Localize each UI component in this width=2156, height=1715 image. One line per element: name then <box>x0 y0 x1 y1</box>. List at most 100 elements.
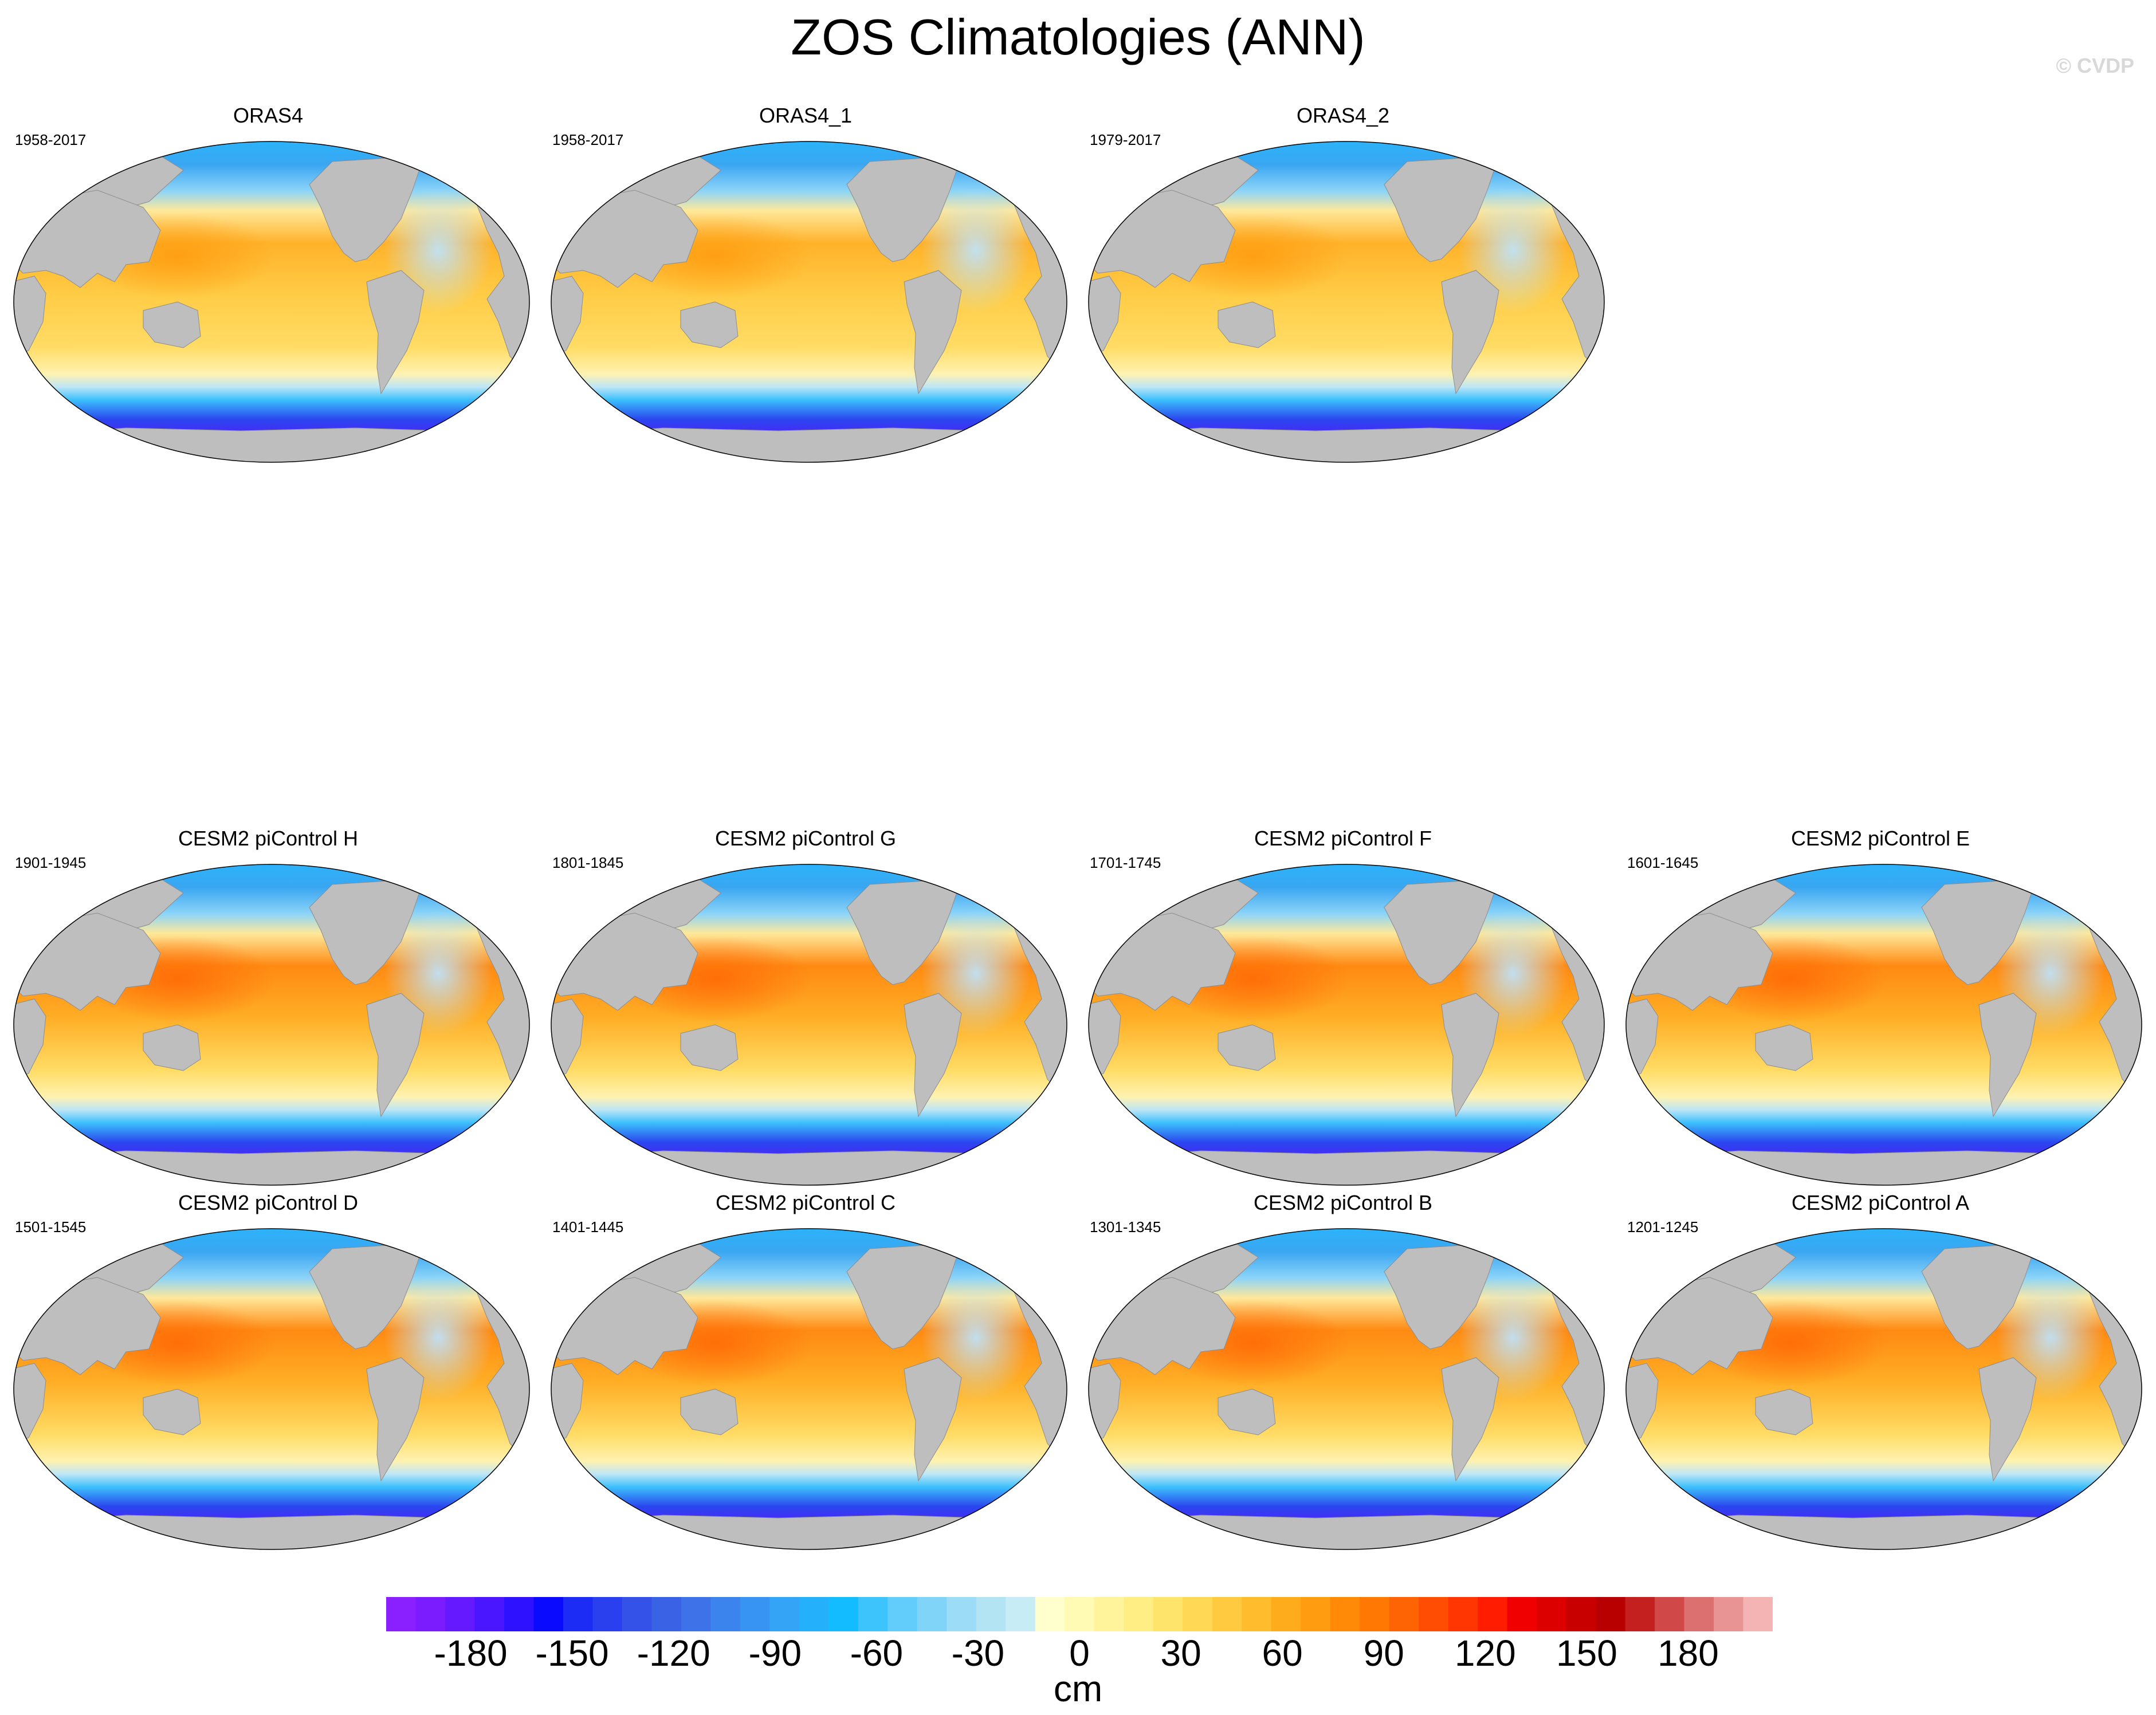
panel-title: CESM2 piControl F <box>1254 827 1432 850</box>
figure-title: ZOS Climatologies (ANN) <box>791 9 1365 65</box>
colorbar-box <box>1065 1597 1095 1631</box>
map-panel: CESM2 piControl C 1401-1445 <box>542 1190 1069 1557</box>
land-australia <box>1218 1388 1276 1435</box>
colorbar-box <box>947 1597 977 1631</box>
colorbar-box <box>1625 1597 1655 1631</box>
colorbar <box>386 1597 1773 1631</box>
colorbar-tick-label: 0 <box>1069 1633 1090 1674</box>
colorbar-tick-label: -180 <box>434 1633 508 1674</box>
world-map <box>1625 1228 2142 1550</box>
colorbar-box <box>563 1597 593 1631</box>
world-map <box>551 1228 1067 1550</box>
colorbar-box <box>386 1597 416 1631</box>
map-outline <box>551 1228 1067 1550</box>
panel-title: CESM2 piControl A <box>1791 1191 1970 1214</box>
colorbar-box <box>1006 1597 1036 1631</box>
colorbar-box <box>1124 1597 1154 1631</box>
colorbar-box <box>1242 1597 1272 1631</box>
world-map <box>551 141 1067 463</box>
land-north-america <box>846 155 962 262</box>
colorbar-box <box>1419 1597 1449 1631</box>
map-outline <box>1088 141 1605 463</box>
land-south-america <box>904 1357 962 1482</box>
map-panel: CESM2 piControl A 1201-1245 <box>1617 1190 2144 1557</box>
world-map <box>1088 141 1605 463</box>
map-panel: CESM2 piControl E 1601-1645 <box>1617 826 2144 1193</box>
land-antarctica <box>1626 1150 2142 1185</box>
land-australia <box>143 301 201 348</box>
land-antarctica <box>1089 427 1604 462</box>
panel-title: CESM2 piControl G <box>714 827 897 850</box>
world-map <box>1088 1228 1605 1550</box>
colorbar-box <box>1212 1597 1242 1631</box>
panel-title: CESM2 piControl E <box>1790 827 1970 850</box>
panel-title: CESM2 piControl B <box>1253 1191 1433 1214</box>
land-antarctica <box>551 1150 1067 1185</box>
colorbar-box <box>1301 1597 1331 1631</box>
colorbar-box <box>1271 1597 1301 1631</box>
map-panel: CESM2 piControl B 1301-1345 <box>1079 1190 1607 1557</box>
colorbar-tick-label: -60 <box>850 1633 904 1674</box>
colorbar-box <box>1596 1597 1626 1631</box>
colorbar-box <box>828 1597 859 1631</box>
world-map <box>1088 864 1605 1186</box>
land-antarctica <box>551 1515 1067 1549</box>
land-antarctica <box>14 1150 529 1185</box>
land-antarctica <box>14 1515 529 1549</box>
land-south-america <box>1441 270 1499 395</box>
panel-title: CESM2 piControl H <box>178 827 359 850</box>
map-outline <box>13 864 530 1186</box>
map-outline <box>13 1228 530 1550</box>
panel-year-range: 1901-1945 <box>15 854 87 871</box>
map-outline <box>13 141 530 463</box>
land-antarctica <box>1626 1515 2142 1549</box>
colorbar-box <box>1183 1597 1213 1631</box>
land-south-america <box>1441 993 1499 1118</box>
colorbar-box <box>917 1597 947 1631</box>
world-map <box>13 864 530 1186</box>
land-australia <box>680 1024 739 1071</box>
colorbar-tick-label: 90 <box>1363 1633 1404 1674</box>
land-north-america <box>846 878 962 985</box>
colorbar-box <box>1330 1597 1360 1631</box>
map-panel: ORAS4_2 1979-2017 <box>1079 103 1607 470</box>
colorbar-box <box>710 1597 741 1631</box>
colorbar-tick-label: 60 <box>1262 1633 1303 1674</box>
land-australia <box>143 1388 201 1435</box>
land-australia <box>680 1388 739 1435</box>
land-north-america <box>1384 878 1499 985</box>
panel-title: CESM2 piControl D <box>178 1191 359 1214</box>
panel-year-range: 1501-1545 <box>15 1218 87 1236</box>
cvdp-watermark: © CVDP <box>2056 54 2134 77</box>
panel-year-range: 1201-1245 <box>1627 1218 1699 1236</box>
land-australia <box>680 301 739 348</box>
map-outline <box>1625 864 2142 1186</box>
colorbar-box <box>1360 1597 1390 1631</box>
world-map <box>1625 864 2142 1186</box>
colorbar-box <box>1684 1597 1714 1631</box>
panel-title: ORAS4_2 <box>1296 104 1390 127</box>
panel-title: ORAS4 <box>233 104 304 127</box>
colorbar-box <box>504 1597 534 1631</box>
colorbar-box <box>769 1597 800 1631</box>
colorbar-box <box>415 1597 446 1631</box>
colorbar-tick-label: -150 <box>535 1633 609 1674</box>
panel-title: ORAS4_1 <box>759 104 853 127</box>
land-australia <box>1755 1388 1813 1435</box>
land-australia <box>143 1024 201 1071</box>
colorbar-tick-label: 30 <box>1160 1633 1201 1674</box>
colorbar-box <box>887 1597 918 1631</box>
land-australia <box>1218 1024 1276 1071</box>
map-outline <box>1088 1228 1605 1550</box>
map-outline <box>1625 1228 2142 1550</box>
colorbar-box <box>1389 1597 1419 1631</box>
world-map <box>13 1228 530 1550</box>
map-outline <box>1088 864 1605 1186</box>
land-south-america <box>366 270 425 395</box>
colorbar-box <box>1743 1597 1773 1631</box>
colorbar-box <box>1507 1597 1537 1631</box>
land-antarctica <box>1089 1150 1604 1185</box>
panel-year-range: 1701-1745 <box>1090 854 1161 871</box>
colorbar-box <box>1655 1597 1685 1631</box>
land-south-america <box>904 993 962 1118</box>
